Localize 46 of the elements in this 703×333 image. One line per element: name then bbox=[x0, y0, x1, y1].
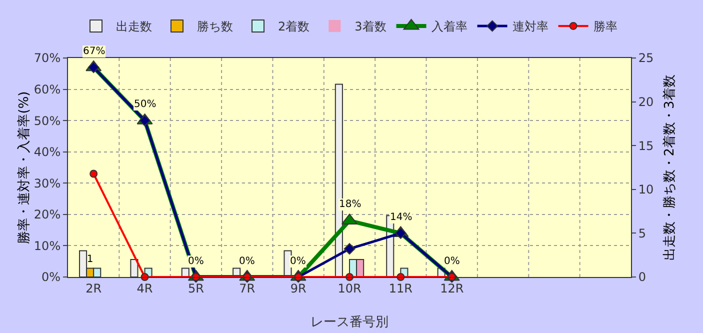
data-label: 1 bbox=[86, 254, 94, 266]
legend-label: 2着数 bbox=[278, 20, 310, 34]
x-tick-label: 4R bbox=[136, 281, 153, 296]
data-label: 0% bbox=[290, 256, 306, 267]
y-tick-label: 50% bbox=[34, 114, 61, 128]
y-tick-label: 10% bbox=[34, 238, 61, 253]
x-tick-label: 9R bbox=[290, 281, 306, 296]
data-label: 0% bbox=[239, 256, 255, 267]
y2-tick-label: 20 bbox=[638, 95, 654, 109]
y2-axis-title: 出走数・勝ち数・2着数・3着数 bbox=[662, 74, 678, 260]
point bbox=[344, 243, 356, 255]
y2-tick-label: 25 bbox=[638, 51, 654, 66]
point bbox=[88, 62, 100, 74]
legend-label: 勝ち数 bbox=[197, 20, 233, 34]
x-tick-label: 10R bbox=[338, 281, 362, 296]
y-axis-title: 勝率・連対率・入着率(%) bbox=[16, 91, 32, 244]
y2-tick-label: 15 bbox=[638, 138, 654, 153]
point bbox=[139, 114, 150, 126]
legend-label: 出走数 bbox=[116, 20, 152, 34]
y-tick-label: 20% bbox=[34, 208, 61, 222]
point bbox=[90, 170, 98, 178]
y2-tick-label: 10 bbox=[638, 182, 654, 197]
y2-tick-label: 0 bbox=[638, 270, 646, 284]
x-tick-label: 7R bbox=[239, 281, 256, 296]
data-label: 0% bbox=[188, 256, 204, 267]
x-tick-label: 11R bbox=[388, 281, 412, 296]
y-tick-label: 60% bbox=[34, 82, 61, 96]
x-tick-label: 12R bbox=[440, 281, 464, 296]
data-label: 67% bbox=[83, 46, 106, 57]
y-tick-label: 30% bbox=[34, 176, 61, 190]
x-tick-label: 2R bbox=[86, 281, 102, 296]
data-label: 50% bbox=[134, 99, 156, 110]
data-label: 0% bbox=[444, 256, 460, 267]
y-tick-label: 0% bbox=[42, 270, 61, 284]
data-label: 18% bbox=[339, 199, 362, 210]
legend-label: 連対率 bbox=[512, 20, 548, 34]
legend-label: 勝率 bbox=[593, 20, 618, 34]
legend-label: 入着率 bbox=[431, 20, 468, 34]
x-tick-label: 5R bbox=[188, 281, 204, 296]
data-label: 14% bbox=[390, 212, 412, 223]
y2-tick-label: 5 bbox=[638, 226, 646, 240]
y-tick-label: 40% bbox=[34, 145, 61, 160]
point bbox=[394, 228, 406, 239]
y-tick-label: 70% bbox=[34, 51, 61, 66]
legend-label: 3着数 bbox=[354, 20, 386, 34]
x-axis-title: レース番号別 bbox=[310, 315, 388, 330]
